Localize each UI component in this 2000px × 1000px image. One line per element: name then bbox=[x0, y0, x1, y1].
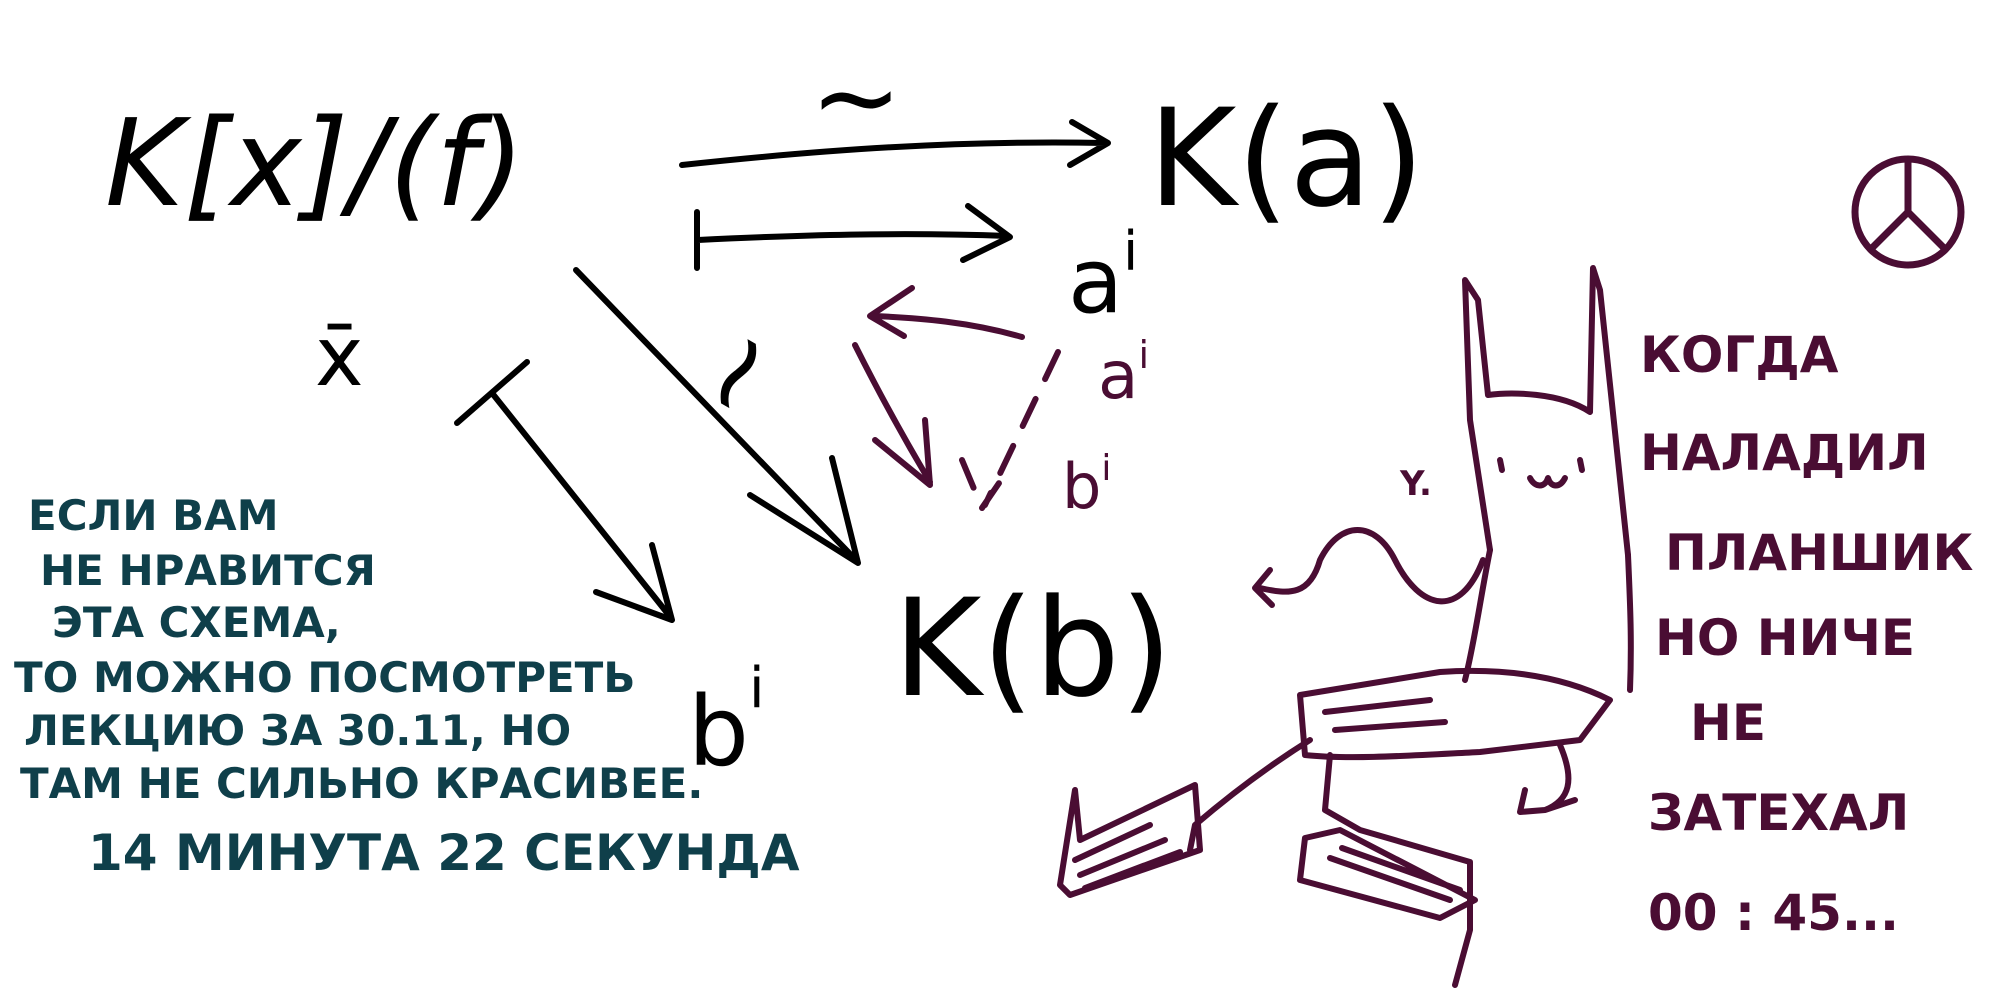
right-note-line-6: ЗАТЕХАЛ bbox=[1648, 784, 1909, 842]
plum-arrow-down bbox=[855, 345, 930, 485]
b-small-label: bi bbox=[1062, 448, 1111, 523]
cat-tablet bbox=[1300, 671, 1610, 757]
left-note-line-6: ТАМ НЕ СИЛЬНО КРАСИВЕЕ. bbox=[20, 759, 703, 808]
cat-eye-left bbox=[1500, 460, 1502, 470]
cat-leg-left bbox=[1190, 740, 1310, 850]
field-b-label: K(b) bbox=[893, 570, 1173, 727]
cat-paw-label: Y. bbox=[1399, 464, 1432, 504]
field-a-label: K(a) bbox=[1148, 80, 1425, 237]
left-note-timer: 14 МИНУТА 22 СЕКУНДА bbox=[88, 824, 800, 882]
cat-head bbox=[1465, 268, 1628, 555]
right-note-line-1: КОГДА bbox=[1640, 326, 1839, 384]
left-note-line-2: НЕ НРАВИТСЯ bbox=[40, 546, 376, 595]
left-note-line-4: ТО МОЖНО ПОСМОТРЕТЬ bbox=[14, 653, 635, 702]
right-note-line-4: НО НИЧЕ bbox=[1655, 609, 1915, 667]
iso-tilde-diag: ~ bbox=[657, 300, 814, 444]
cat-foot-left bbox=[1060, 785, 1200, 895]
peace-icon bbox=[1855, 159, 1961, 265]
left-note-line-3: ЭТА СХЕМА, bbox=[52, 598, 341, 647]
right-note: КОГДА НАЛАДИЛ ПЛАНШИК НО НИЧЕ НЕ ЗАТЕХАЛ… bbox=[1640, 326, 1974, 942]
plum-arrow-back bbox=[870, 288, 1022, 337]
right-note-line-5: НЕ bbox=[1690, 694, 1766, 752]
cat-tail bbox=[1255, 530, 1483, 605]
left-note: ЕСЛИ ВАМ НЕ НРАВИТСЯ ЭТА СХЕМА, ТО МОЖНО… bbox=[14, 491, 800, 882]
quotient-ring-label: K[x]/(f) bbox=[105, 95, 525, 234]
a-small-label: ai bbox=[1098, 333, 1149, 414]
a-power-label: ai bbox=[1068, 220, 1138, 334]
cat-mouth bbox=[1530, 478, 1565, 486]
tablet-screen-lines bbox=[1325, 700, 1445, 730]
right-note-line-3: ПЛАНШИК bbox=[1665, 524, 1974, 582]
right-note-line-2: НАЛАДИЛ bbox=[1640, 424, 1929, 482]
cat-eye-right bbox=[1580, 460, 1582, 470]
plum-dashed-arrow bbox=[962, 352, 1058, 508]
left-note-line-5: ЛЕКЦИЮ ЗА 30.11, НО bbox=[24, 706, 571, 755]
mapsto-arrow-a bbox=[697, 206, 1010, 268]
x-bar-label: x̄ bbox=[315, 310, 364, 405]
iso-tilde-top: ~ bbox=[810, 33, 902, 161]
cat-foot-right bbox=[1300, 830, 1475, 918]
left-note-line-1: ЕСЛИ ВАМ bbox=[28, 491, 278, 540]
cat-back-leg bbox=[1520, 745, 1575, 812]
right-note-line-7: 00 : 45... bbox=[1648, 884, 1899, 942]
mapsto-arrow-b bbox=[457, 362, 672, 620]
